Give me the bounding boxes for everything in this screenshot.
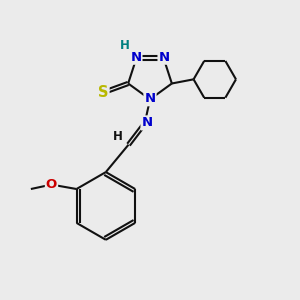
Text: O: O [46,178,57,191]
Text: N: N [130,51,142,64]
Text: H: H [120,39,130,52]
Text: N: N [158,51,170,64]
Text: S: S [98,85,109,100]
Text: N: N [144,92,156,105]
Text: H: H [112,130,122,143]
Text: N: N [142,116,153,129]
